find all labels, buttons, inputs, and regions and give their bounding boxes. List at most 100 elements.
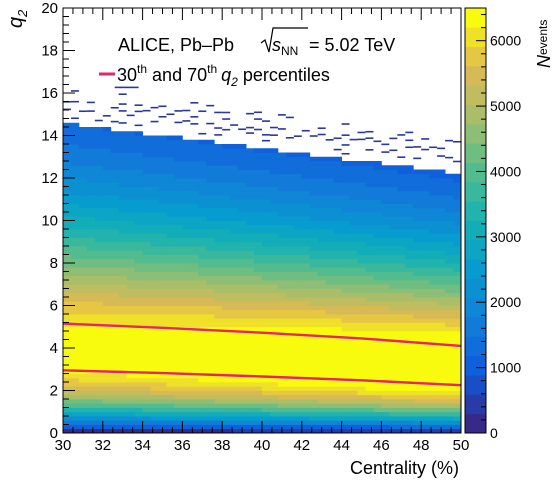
heatmap-cell xyxy=(118,424,128,430)
heatmap-cell xyxy=(158,331,167,336)
heatmap-cell xyxy=(222,144,231,149)
heatmap-cell xyxy=(94,382,104,387)
heatmap-cell xyxy=(317,292,327,298)
heatmap-cell xyxy=(333,199,342,204)
heatmap-cell xyxy=(309,275,319,281)
heatmap-cell xyxy=(198,216,207,221)
heatmap-cell xyxy=(142,224,151,230)
heatmap-cell xyxy=(285,301,295,306)
heatmap-cell xyxy=(102,254,112,260)
heatmap-cell xyxy=(285,241,295,247)
heatmap-cell xyxy=(206,165,215,170)
heatmap-cell xyxy=(269,428,279,434)
heatmap-cell xyxy=(118,246,128,251)
heatmap-cell xyxy=(142,263,151,268)
heatmap-cell xyxy=(293,195,303,200)
heatmap-cell xyxy=(78,186,88,192)
heatmap-cell xyxy=(453,224,462,230)
heatmap-cell xyxy=(309,199,319,204)
heatmap-cell xyxy=(246,229,255,234)
heatmap-cell xyxy=(134,420,143,425)
heatmap-cell xyxy=(190,207,199,213)
heatmap-cell xyxy=(166,373,175,379)
heatmap-cell xyxy=(309,314,319,319)
heatmap-cell xyxy=(182,377,191,383)
heatmap-cell xyxy=(142,394,151,400)
heatmap-cell xyxy=(150,237,159,243)
heatmap-cell xyxy=(246,369,255,374)
heatmap-cell xyxy=(150,156,159,162)
heatmap-cell xyxy=(262,182,271,187)
heatmap-cell xyxy=(126,241,136,247)
heatmap-cell xyxy=(182,173,191,179)
heatmap-cell xyxy=(357,271,366,277)
heatmap-cell xyxy=(182,263,191,268)
heatmap-cell xyxy=(373,288,382,294)
heatmap-cell xyxy=(453,203,462,209)
heatmap-cell xyxy=(357,326,366,332)
heatmap-cell xyxy=(238,386,247,391)
heatmap-cell xyxy=(118,271,128,277)
heatmap-cell xyxy=(317,220,327,226)
heatmap-cell xyxy=(397,173,406,179)
heatmap-cell xyxy=(230,190,239,196)
heatmap-cell xyxy=(222,326,231,332)
heatmap-cell xyxy=(445,254,454,260)
heatmap-cell xyxy=(214,190,223,196)
heatmap-cell xyxy=(150,165,159,170)
heatmap-cell xyxy=(63,246,72,251)
heatmap-cell xyxy=(277,229,287,234)
heatmap-cell xyxy=(349,284,358,289)
heatmap-cell xyxy=(277,348,287,353)
heatmap-cell xyxy=(277,305,287,311)
heatmap-cell xyxy=(134,360,143,366)
heatmap-cell xyxy=(102,199,112,204)
heatmap-cell xyxy=(437,178,446,183)
heatmap-cell xyxy=(301,369,311,374)
heatmap-cell xyxy=(421,258,430,264)
heatmap-cell xyxy=(445,403,454,408)
heatmap-cell xyxy=(262,386,271,391)
heatmap-cell xyxy=(222,352,231,357)
heatmap-cell xyxy=(413,314,422,319)
heatmap-cell xyxy=(413,326,422,332)
heatmap-cell xyxy=(277,369,287,374)
heatmap-cell xyxy=(453,182,462,187)
heatmap-cell xyxy=(238,382,247,387)
heatmap-cell xyxy=(63,216,72,221)
heatmap-cell xyxy=(397,365,406,370)
sparse-bin xyxy=(317,133,326,136)
heatmap-cell xyxy=(222,178,231,183)
heatmap-cell xyxy=(325,190,335,196)
heatmap-cell xyxy=(293,246,303,251)
heatmap-cell xyxy=(110,331,120,336)
heatmap-cell xyxy=(262,263,271,268)
heatmap-cell xyxy=(349,233,358,238)
heatmap-cell xyxy=(437,356,446,362)
heatmap-cell xyxy=(94,428,104,434)
heatmap-cell xyxy=(63,220,72,226)
heatmap-cell xyxy=(429,420,438,425)
heatmap-cell xyxy=(126,152,136,158)
heatmap-cell xyxy=(254,275,263,281)
heatmap-cell xyxy=(421,263,430,268)
heatmap-cell xyxy=(246,207,255,213)
heatmap-cell xyxy=(445,356,454,362)
heatmap-cell xyxy=(222,280,231,285)
heatmap-cell xyxy=(102,365,112,370)
heatmap-cell xyxy=(381,233,390,238)
heatmap-cell xyxy=(214,212,223,217)
heatmap-cell xyxy=(269,305,279,311)
heatmap-cell xyxy=(190,263,199,268)
heatmap-cell xyxy=(429,246,438,251)
heatmap-cell xyxy=(365,165,374,170)
heatmap-cell xyxy=(126,373,136,379)
heatmap-cell xyxy=(86,195,96,200)
heatmap-cell xyxy=(86,288,96,294)
heatmap-cell xyxy=(365,207,374,213)
heatmap-cell xyxy=(134,309,143,315)
heatmap-cell xyxy=(317,161,327,166)
heatmap-cell xyxy=(238,195,247,200)
heatmap-cell xyxy=(301,352,311,357)
heatmap-cell xyxy=(262,309,271,315)
